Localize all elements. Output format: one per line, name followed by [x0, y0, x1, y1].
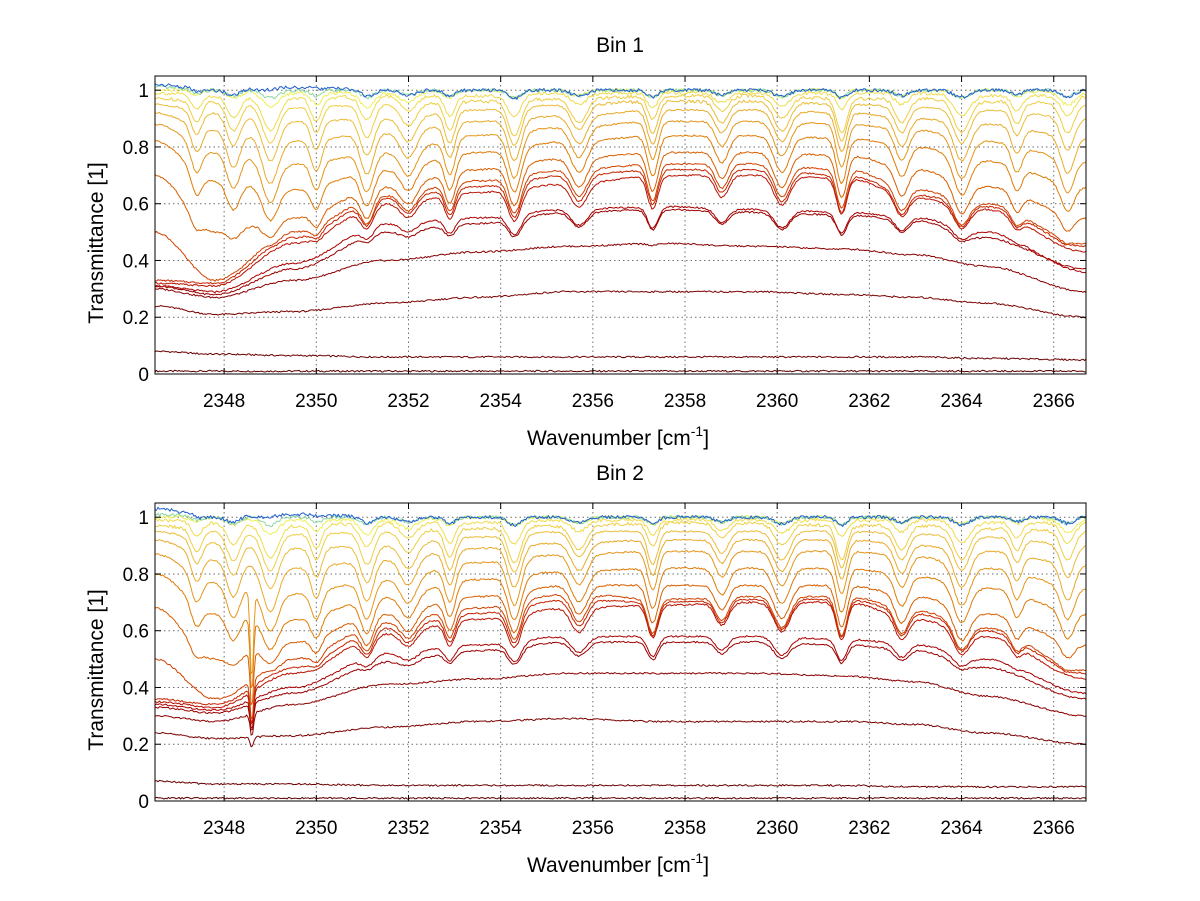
series-line — [154, 108, 1087, 184]
series-line — [155, 134, 1087, 222]
series-line — [154, 151, 1087, 240]
series-line — [154, 120, 1087, 204]
series-line — [154, 584, 1087, 706]
series-line — [154, 99, 1087, 162]
series-line — [154, 85, 1087, 100]
x-tick-label: 2360 — [756, 391, 798, 412]
series-line — [155, 779, 1087, 789]
y-tick-label: 0.6 — [123, 622, 149, 643]
y-tick-label: 0 — [138, 365, 149, 386]
series-line — [154, 242, 1087, 299]
x-tick-label: 2348 — [203, 818, 245, 839]
y-tick-label: 0 — [138, 792, 149, 813]
series-line — [154, 601, 1087, 725]
y-tick-labels: 0 0.2 0.4 0.6 0.8 1 — [123, 508, 150, 813]
series-line — [154, 83, 1087, 100]
x-tick-label: 2358 — [664, 391, 706, 412]
series-line — [154, 549, 1087, 675]
axes-frame — [154, 75, 1087, 375]
x-axis-label-sup: -1 — [691, 423, 704, 439]
series-line — [154, 640, 1087, 731]
x-tick-labels: 2348 2350 2352 2354 2356 2358 2360 2362 2364 2366 — [203, 391, 1075, 412]
y-axis-label: Transmittance [1] — [85, 162, 108, 323]
x-tick-label: 2354 — [480, 391, 523, 412]
y-tick-label: 0.4 — [123, 678, 150, 699]
panel-bin-1: Bin 1 2348 2350 2352 2354 2356 2358 2360 2362 23… — [85, 34, 1087, 450]
axes-frame — [154, 502, 1087, 802]
x-tick-label: 2362 — [848, 818, 890, 839]
chart-title: Bin 2 — [596, 462, 644, 485]
series-line — [154, 520, 1087, 572]
series-line — [154, 290, 1087, 319]
series-line — [154, 593, 1087, 720]
chart-title: Bin 1 — [596, 34, 644, 57]
series-line — [154, 174, 1087, 288]
x-tick-label: 2350 — [295, 818, 337, 839]
series-line — [154, 369, 1087, 373]
series-line — [154, 538, 1087, 613]
x-tick-label: 2364 — [940, 391, 983, 412]
x-tick-label: 2348 — [203, 391, 245, 412]
series-line — [155, 717, 1087, 748]
x-tick-label: 2352 — [387, 818, 429, 839]
series-line — [154, 598, 1087, 723]
x-tick-label: 2358 — [664, 818, 706, 839]
x-tick-label: 2356 — [572, 391, 614, 412]
tick-marks — [155, 503, 1086, 802]
x-axis-label-sup: -1 — [691, 850, 704, 866]
y-tick-label: 0.2 — [123, 735, 149, 756]
y-tick-label: 0.4 — [123, 251, 150, 272]
series-line — [154, 567, 1087, 689]
x-tick-label: 2360 — [756, 818, 798, 839]
panel-bin-2: Bin 2 2348 2350 2352 2354 2356 2358 2360 2362 23… — [85, 462, 1087, 877]
y-tick-label: 0.8 — [123, 565, 149, 586]
x-axis-label-main: Wavenumber [cm — [527, 427, 691, 450]
x-axis-label-tail: ] — [703, 854, 709, 877]
series-line — [154, 162, 1087, 282]
x-tick-label: 2354 — [480, 818, 523, 839]
x-tick-label: 2356 — [572, 818, 614, 839]
series-line — [154, 208, 1087, 296]
y-tick-label: 1 — [138, 81, 149, 102]
x-axis-label-main: Wavenumber [cm — [527, 854, 691, 877]
series-line — [154, 205, 1087, 293]
series-line — [154, 796, 1087, 800]
x-tick-labels: 2348 2350 2352 2354 2356 2358 2360 2362 2364 2366 — [203, 818, 1075, 839]
series-line — [154, 512, 1087, 527]
x-tick-label: 2366 — [1033, 818, 1075, 839]
y-tick-label: 0.2 — [123, 308, 149, 329]
series-line — [154, 530, 1087, 590]
x-tick-label: 2364 — [940, 818, 983, 839]
series-lines — [154, 506, 1087, 800]
series-line — [155, 93, 1087, 144]
series-line — [154, 90, 1087, 132]
series-line — [154, 350, 1087, 362]
series-line — [154, 506, 1087, 527]
x-tick-label: 2352 — [387, 391, 429, 412]
y-tick-label: 0.6 — [123, 195, 149, 216]
x-axis-label: Wavenumber [cm-1] — [527, 850, 709, 877]
series-line — [155, 517, 1087, 559]
x-tick-label: 2366 — [1033, 391, 1075, 412]
y-axis-label: Transmittance [1] — [85, 589, 108, 750]
y-tick-label: 1 — [138, 508, 149, 529]
y-tick-labels: 0 0.2 0.4 0.6 0.8 1 — [123, 81, 150, 386]
x-tick-label: 2362 — [848, 391, 890, 412]
series-line — [154, 635, 1087, 729]
tick-marks — [155, 76, 1086, 375]
x-axis-label: Wavenumber [cm-1] — [527, 423, 709, 450]
series-line — [154, 672, 1087, 736]
series-line — [155, 168, 1087, 285]
x-axis-label-tail: ] — [703, 427, 709, 450]
series-lines — [154, 83, 1087, 373]
y-tick-label: 0.8 — [123, 138, 149, 159]
x-tick-label: 2350 — [295, 391, 337, 412]
